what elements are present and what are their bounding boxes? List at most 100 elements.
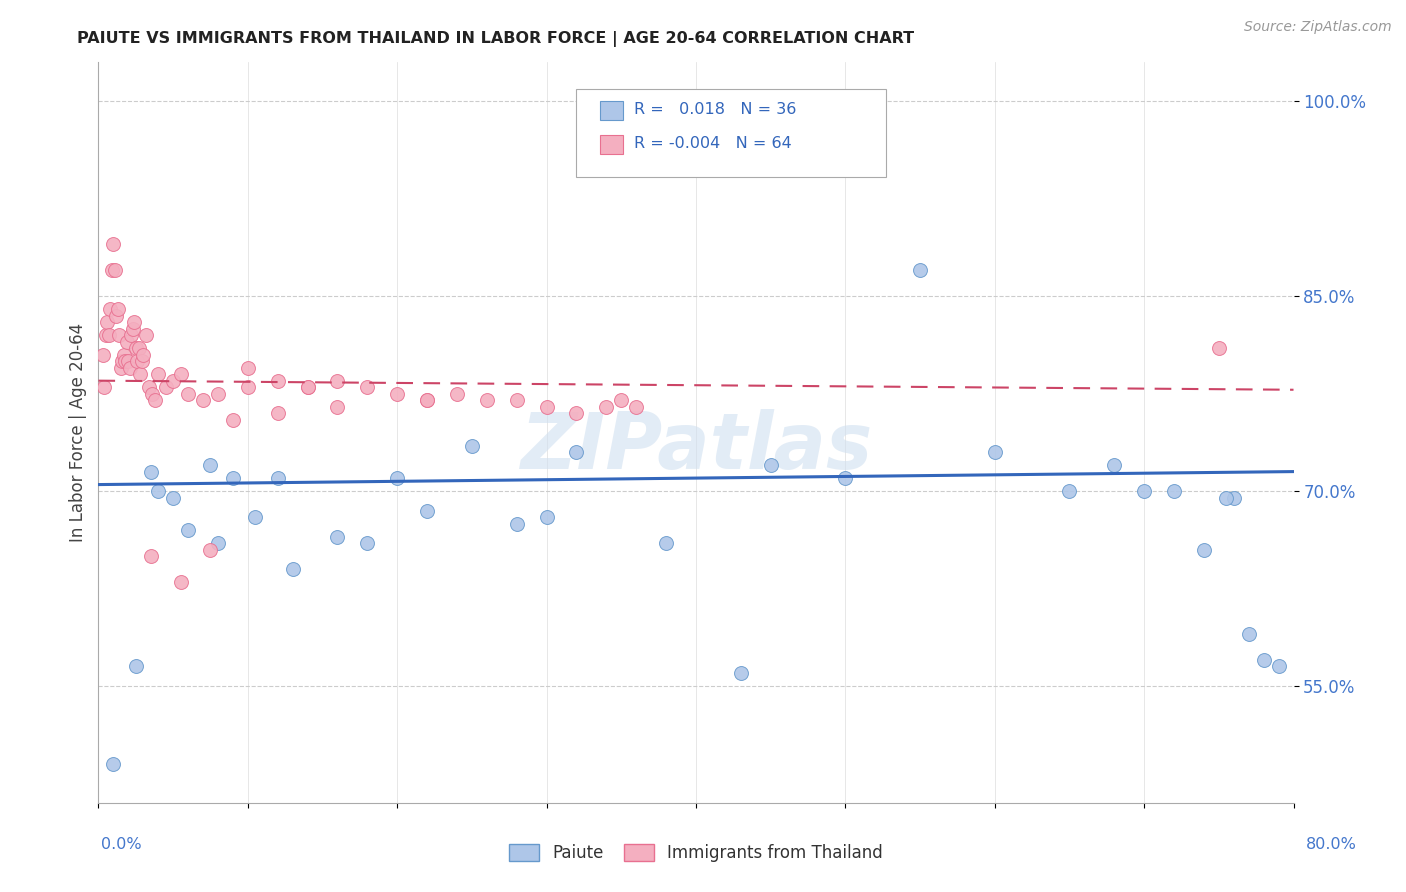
Point [135, 328, 157, 343]
Point [1133, 484, 1156, 499]
Point [655, 536, 678, 550]
Point [118, 360, 141, 375]
Point [115, 334, 138, 349]
Point [565, 445, 588, 459]
Point [267, 406, 290, 420]
Point [105, 309, 128, 323]
Text: R =   0.018   N = 36: R = 0.018 N = 36 [634, 103, 796, 117]
Point [139, 465, 162, 479]
Point [125, 341, 148, 355]
Y-axis label: In Labor Force | Age 20-64: In Labor Force | Age 20-64 [69, 323, 87, 542]
Point [128, 341, 150, 355]
Point [297, 380, 319, 394]
Point [207, 386, 229, 401]
Point [169, 574, 191, 589]
Point [110, 360, 132, 375]
Point [908, 263, 931, 277]
Point [162, 491, 184, 505]
Text: R = -0.004   N = 64: R = -0.004 N = 64 [634, 136, 792, 151]
Text: 80.0%: 80.0% [1306, 838, 1357, 852]
Point [200, 542, 222, 557]
Point [610, 393, 633, 408]
Point [356, 536, 378, 550]
Text: 0.0%: 0.0% [101, 838, 142, 852]
Point [94, 328, 117, 343]
Point [281, 562, 304, 576]
Point [626, 400, 648, 414]
Point [207, 536, 229, 550]
Point [141, 386, 163, 401]
Point [191, 393, 214, 408]
Point [385, 386, 409, 401]
Point [416, 393, 439, 408]
Text: ZIPatlas: ZIPatlas [520, 409, 872, 485]
Point [177, 386, 200, 401]
Point [148, 367, 170, 381]
Point [125, 659, 148, 673]
Point [326, 529, 349, 543]
Point [236, 360, 259, 375]
Point [1192, 542, 1215, 557]
Point [112, 348, 135, 362]
Text: PAIUTE VS IMMIGRANTS FROM THAILAND IN LABOR FORCE | AGE 20-64 CORRELATION CHART: PAIUTE VS IMMIGRANTS FROM THAILAND IN LA… [77, 31, 914, 47]
Legend: Paiute, Immigrants from Thailand: Paiute, Immigrants from Thailand [502, 837, 890, 869]
Point [385, 471, 409, 485]
Point [177, 523, 200, 537]
Point [245, 510, 267, 524]
Point [416, 503, 439, 517]
Point [267, 374, 290, 388]
Point [1267, 659, 1289, 673]
Point [326, 400, 349, 414]
Point [93, 380, 115, 394]
Point [759, 458, 782, 472]
Point [132, 348, 155, 362]
Point [834, 471, 856, 485]
Point [1163, 484, 1185, 499]
Point [506, 393, 529, 408]
Point [169, 367, 191, 381]
Point [222, 471, 245, 485]
Point [1223, 491, 1246, 505]
Point [536, 400, 558, 414]
Point [98, 302, 122, 317]
Point [356, 380, 378, 394]
Point [446, 386, 468, 401]
Point [200, 458, 222, 472]
Point [297, 380, 319, 394]
Point [108, 328, 131, 343]
Point [103, 237, 125, 252]
Point [984, 445, 1007, 459]
Point [121, 322, 143, 336]
Point [114, 354, 136, 368]
Point [103, 756, 125, 771]
Point [101, 263, 124, 277]
Point [127, 354, 149, 368]
Point [565, 406, 588, 420]
Point [138, 380, 160, 394]
Point [155, 380, 177, 394]
Point [326, 374, 349, 388]
Point [475, 393, 498, 408]
Point [148, 484, 170, 499]
Point [1208, 341, 1230, 355]
Point [1215, 491, 1237, 505]
Point [1237, 627, 1260, 641]
Point [120, 328, 142, 343]
Point [595, 400, 617, 414]
Point [104, 263, 127, 277]
Point [139, 549, 162, 563]
Point [143, 393, 166, 408]
Point [96, 315, 118, 329]
Point [236, 380, 259, 394]
Point [1253, 653, 1275, 667]
Point [267, 471, 290, 485]
Point [107, 302, 129, 317]
Point [536, 510, 558, 524]
Point [1059, 484, 1081, 499]
Point [131, 354, 153, 368]
Point [162, 374, 184, 388]
Text: Source: ZipAtlas.com: Source: ZipAtlas.com [1244, 20, 1392, 34]
Point [91, 348, 114, 362]
Point [97, 328, 120, 343]
Point [124, 315, 146, 329]
